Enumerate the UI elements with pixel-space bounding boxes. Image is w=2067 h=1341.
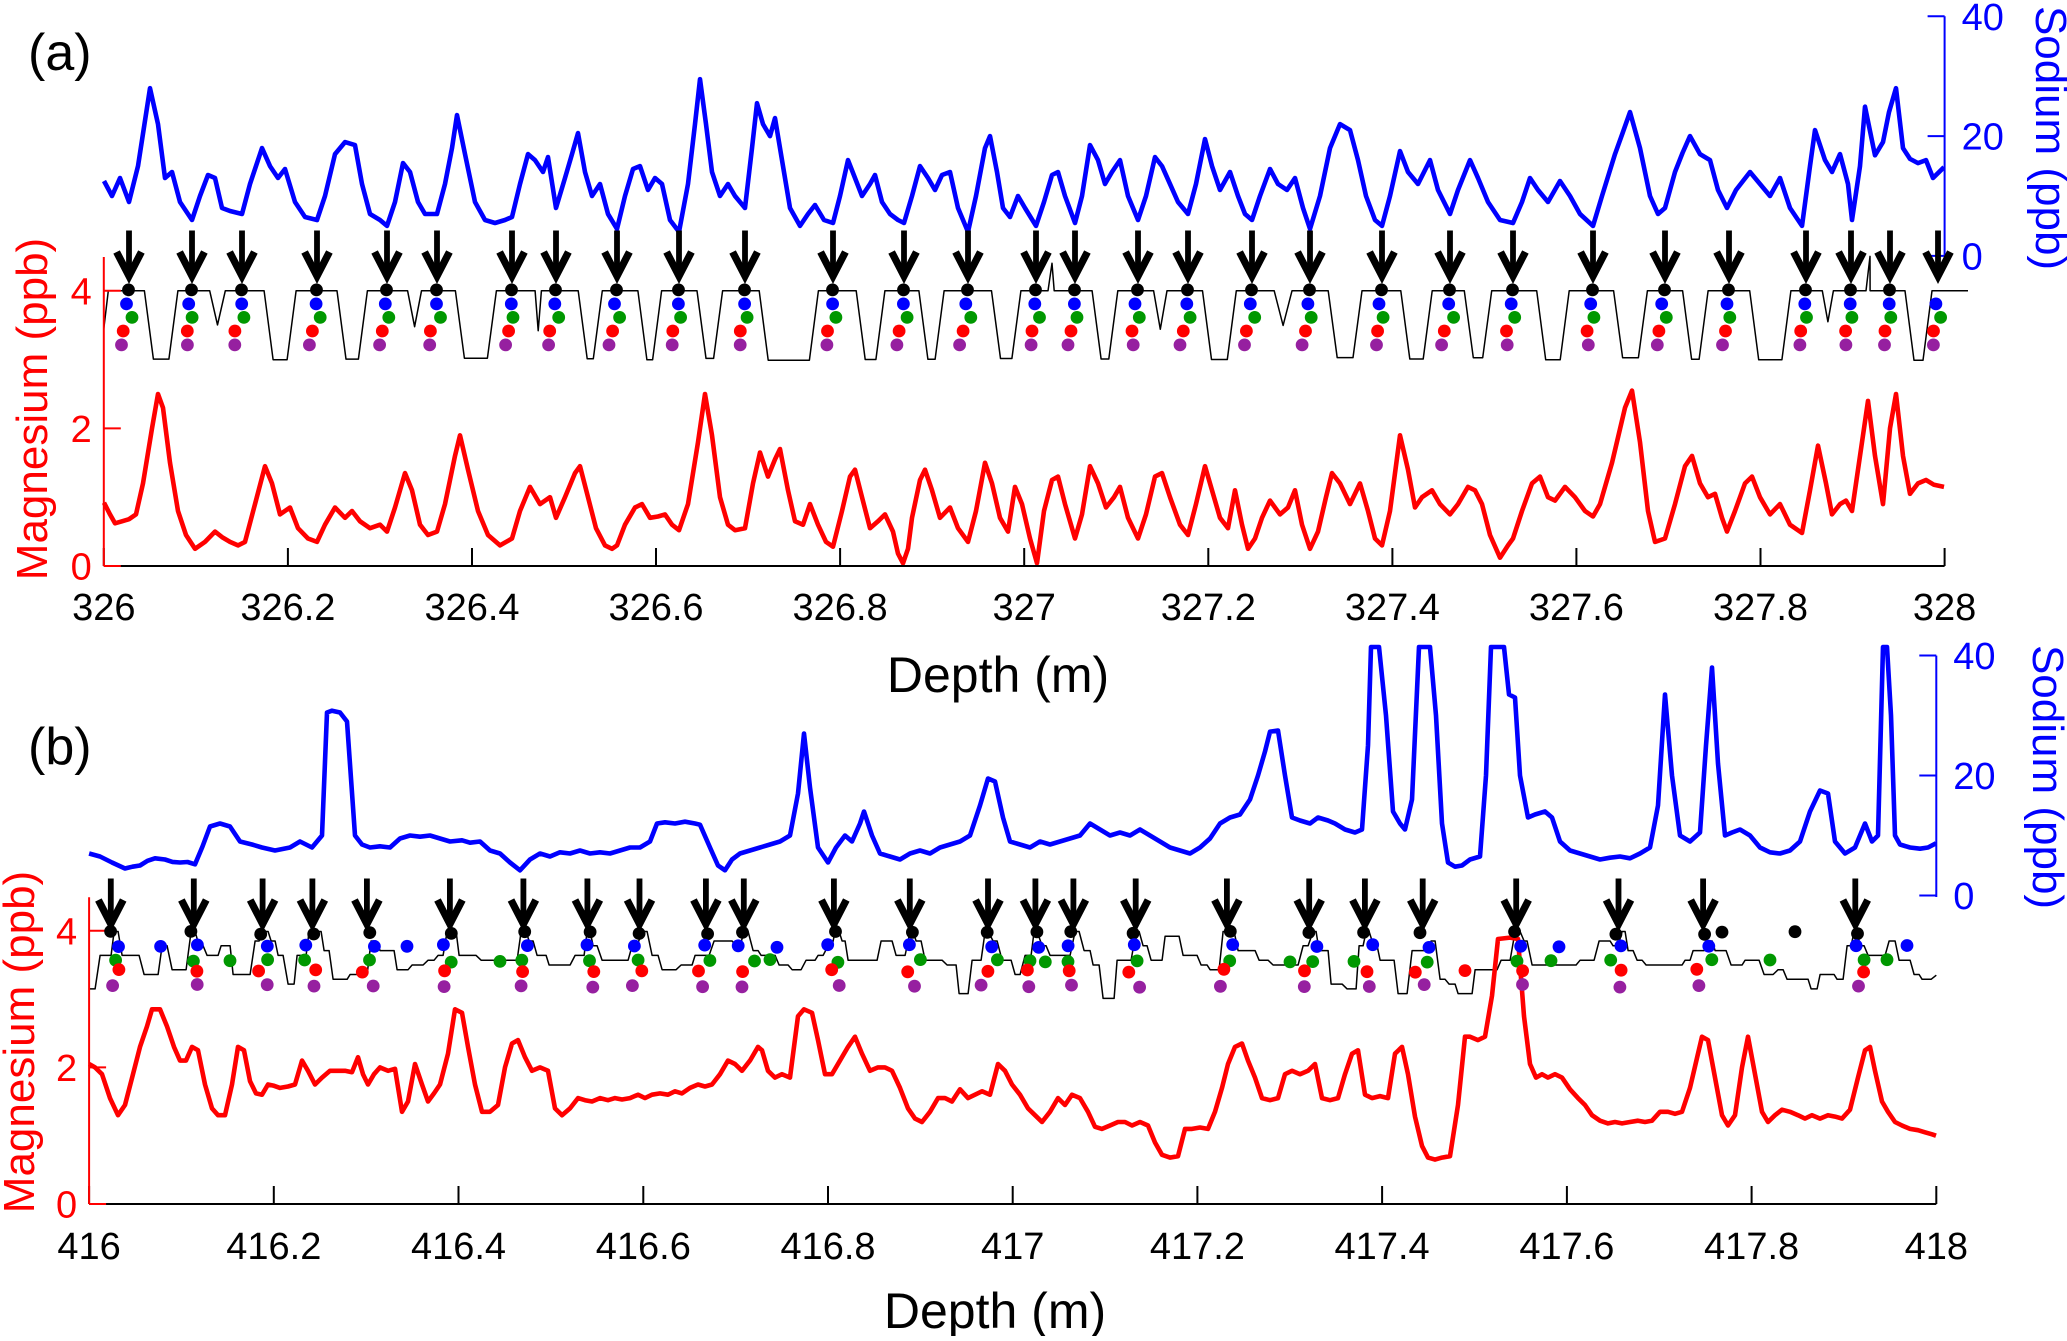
svg-text:0: 0 [1953, 876, 1974, 918]
svg-text:2: 2 [56, 1048, 77, 1090]
svg-text:416.2: 416.2 [226, 1226, 321, 1268]
svg-text:Depth (m): Depth (m) [884, 1283, 1106, 1336]
svg-text:327: 327 [992, 587, 1055, 629]
svg-text:20: 20 [1962, 117, 2004, 159]
svg-text:40: 40 [1953, 636, 1995, 678]
svg-text:417: 417 [981, 1226, 1044, 1268]
svg-text:326.4: 326.4 [424, 587, 519, 629]
svg-text:(a): (a) [28, 24, 92, 82]
svg-text:Sodium (ppb): Sodium (ppb) [2026, 6, 2067, 270]
svg-text:(b): (b) [28, 718, 92, 776]
svg-text:4: 4 [56, 911, 77, 953]
svg-text:Sodium (ppb): Sodium (ppb) [2023, 645, 2067, 909]
svg-text:0: 0 [1962, 236, 1983, 278]
svg-text:Depth (m): Depth (m) [887, 647, 1109, 703]
svg-text:0: 0 [56, 1185, 77, 1227]
svg-text:327.6: 327.6 [1529, 587, 1624, 629]
svg-text:328: 328 [1913, 587, 1976, 629]
svg-text:Magnesium (ppb): Magnesium (ppb) [0, 871, 44, 1213]
svg-text:417.6: 417.6 [1519, 1226, 1614, 1268]
svg-text:417.2: 417.2 [1150, 1226, 1245, 1268]
svg-text:40: 40 [1962, 0, 2004, 39]
svg-text:417.4: 417.4 [1335, 1226, 1430, 1268]
svg-text:326.8: 326.8 [793, 587, 888, 629]
svg-text:327.8: 327.8 [1713, 587, 1808, 629]
svg-text:326.6: 326.6 [608, 587, 703, 629]
svg-text:416: 416 [57, 1226, 120, 1268]
svg-text:326: 326 [72, 587, 135, 629]
svg-text:Magnesium (ppb): Magnesium (ppb) [8, 238, 57, 580]
svg-text:326.2: 326.2 [240, 587, 335, 629]
svg-text:20: 20 [1953, 756, 1995, 798]
svg-text:416.8: 416.8 [780, 1226, 875, 1268]
svg-text:416.6: 416.6 [596, 1226, 691, 1268]
svg-text:2: 2 [71, 409, 92, 451]
svg-text:418: 418 [1905, 1226, 1968, 1268]
svg-text:416.4: 416.4 [411, 1226, 506, 1268]
svg-text:417.8: 417.8 [1704, 1226, 1799, 1268]
svg-text:327.4: 327.4 [1345, 587, 1440, 629]
svg-text:0: 0 [71, 547, 92, 589]
svg-text:4: 4 [71, 271, 92, 313]
svg-text:327.2: 327.2 [1161, 587, 1256, 629]
